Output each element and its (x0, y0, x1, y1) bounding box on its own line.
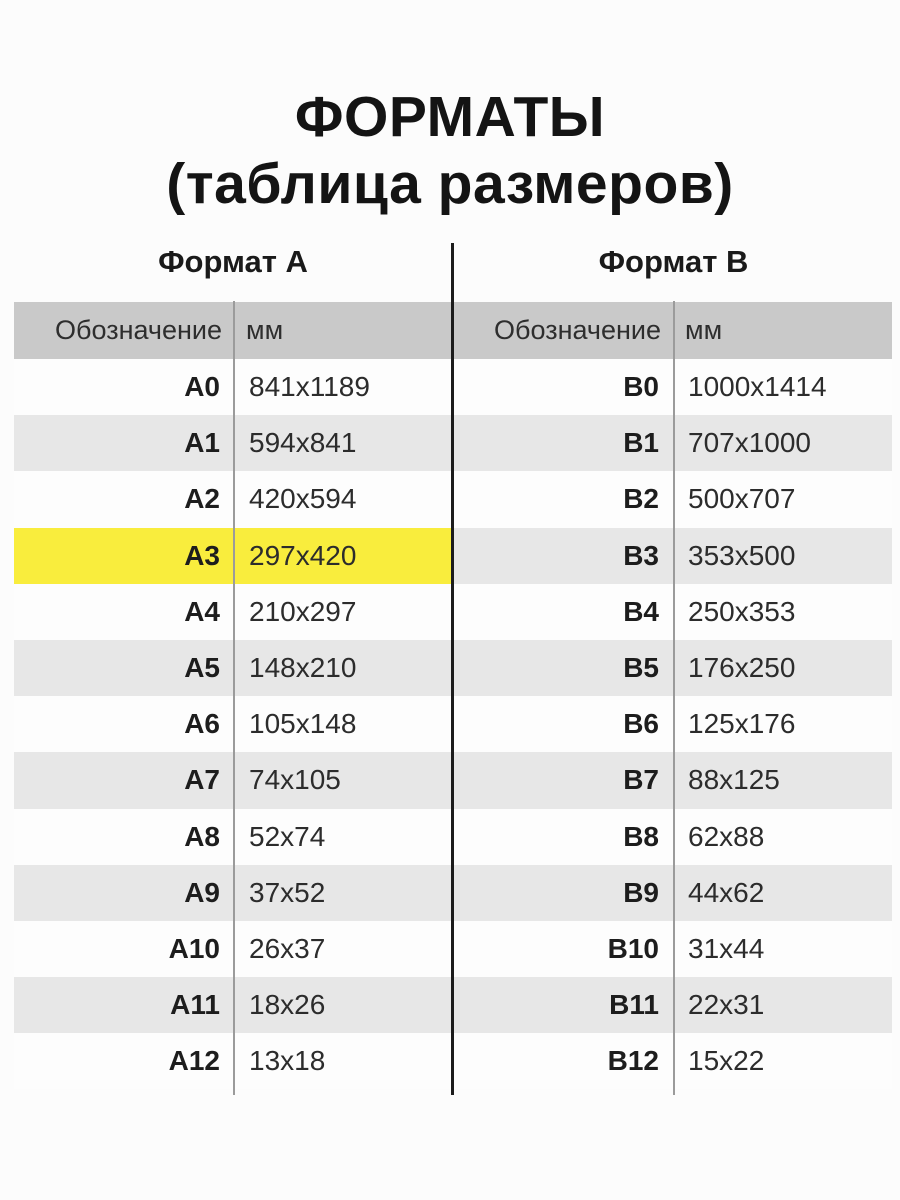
format-size-mm: 125x176 (688, 708, 796, 740)
row-half-b: B6 125x176 (453, 696, 892, 753)
format-code: A5 (184, 652, 220, 684)
format-code: B8 (623, 820, 659, 852)
format-size-mm: 62x88 (688, 820, 765, 852)
format-code: A2 (184, 483, 220, 515)
format-size-mm: 210x297 (249, 595, 357, 627)
format-code: B1 (623, 427, 659, 459)
format-size-mm: 26x37 (249, 932, 326, 964)
format-size-mm: 148x210 (249, 652, 357, 684)
row-half-b: B2 500x707 (453, 471, 892, 528)
format-size-mm: 594x841 (249, 427, 357, 459)
row-half-b: B3 353x500 (453, 527, 892, 584)
row-half-b: B7 88x125 (453, 752, 892, 809)
header-half-b: Обозначение мм (453, 302, 892, 359)
table-row: A6 105x148 B6 125x176 (14, 696, 892, 753)
format-code: A12 (168, 1045, 220, 1077)
header-mm-a: мм (246, 315, 284, 345)
format-code: B5 (623, 652, 659, 684)
table-row: A0 841x1189 B0 1000x1414 (14, 359, 892, 416)
row-half-b: B10 31x44 (453, 920, 892, 978)
format-size-mm: 13x18 (249, 1045, 326, 1077)
row-half-b: B0 1000x1414 (453, 359, 892, 416)
format-code: A10 (168, 932, 220, 964)
format-size-mm: 31x44 (688, 932, 765, 964)
format-size-mm: 88x125 (688, 764, 780, 796)
format-size-mm: 353x500 (688, 539, 796, 571)
row-half-b: B1 707x1000 (453, 415, 892, 472)
format-size-mm: 22x31 (688, 989, 765, 1021)
format-code: A3 (184, 539, 220, 571)
format-code: B4 (623, 595, 659, 627)
row-half-b: B5 176x250 (453, 639, 892, 697)
row-half-b: B9 44x62 (453, 864, 892, 921)
format-size-mm: 74x105 (249, 764, 341, 796)
format-size-mm: 18x26 (249, 989, 326, 1021)
format-code: A11 (170, 989, 220, 1021)
format-code: A6 (184, 708, 220, 740)
format-size-mm: 105x148 (249, 708, 357, 740)
page-title-line1: ФОРМАТЫ (294, 85, 606, 149)
header-designation-a: Обозначение (55, 315, 222, 345)
row-half-b: B8 62x88 (453, 808, 892, 865)
format-code: A8 (184, 820, 220, 852)
format-size-mm: 37x52 (249, 876, 326, 908)
format-code: B11 (609, 989, 659, 1021)
format-code: B0 (623, 371, 659, 403)
format-code: B10 (607, 932, 659, 964)
format-size-mm: 250x353 (688, 595, 796, 627)
format-size-mm: 176x250 (688, 652, 796, 684)
format-size-mm: 297x420 (249, 539, 357, 571)
size-table: Обозначение мм Обозначение мм A0 841x1189… (14, 302, 892, 1090)
column-divider-a (233, 301, 235, 1095)
center-divider-line (451, 243, 454, 1095)
format-size-mm: 15x22 (688, 1045, 765, 1077)
row-half-b: B4 250x353 (453, 583, 892, 640)
format-code: B3 (623, 539, 659, 571)
format-b-title: Формат В (598, 244, 749, 279)
format-code: A0 (184, 371, 220, 403)
format-code: B6 (623, 708, 659, 740)
format-code: A4 (184, 595, 220, 627)
format-code: B12 (607, 1045, 659, 1077)
format-size-mm: 44x62 (688, 876, 765, 908)
format-code: B2 (623, 483, 659, 515)
format-a-title: Формат А (158, 244, 308, 279)
format-code: B7 (623, 764, 659, 796)
row-half-b: B11 22x31 (453, 977, 892, 1034)
format-size-mm: 500x707 (688, 483, 796, 515)
format-size-mm: 841x1189 (249, 371, 370, 403)
format-code: A7 (184, 764, 220, 796)
format-size-mm: 420x594 (249, 483, 357, 515)
page-title-line2: (таблица размеров) (166, 152, 734, 216)
row-half-b: B12 15x22 (453, 1033, 892, 1090)
header-designation-b: Обозначение (494, 315, 661, 345)
format-size-mm: 1000x1414 (688, 371, 827, 403)
format-code: A1 (184, 427, 220, 459)
page-title: ФОРМАТЫ (таблица размеров) (0, 84, 900, 218)
table-row: A3 297x420 B3 353x500 (14, 527, 892, 584)
format-code: B9 (623, 876, 659, 908)
format-size-mm: 707x1000 (688, 427, 812, 459)
format-size-mm: 52x74 (249, 820, 326, 852)
header-mm-b: мм (685, 315, 723, 345)
column-divider-b (673, 301, 675, 1095)
format-code: A9 (184, 876, 220, 908)
